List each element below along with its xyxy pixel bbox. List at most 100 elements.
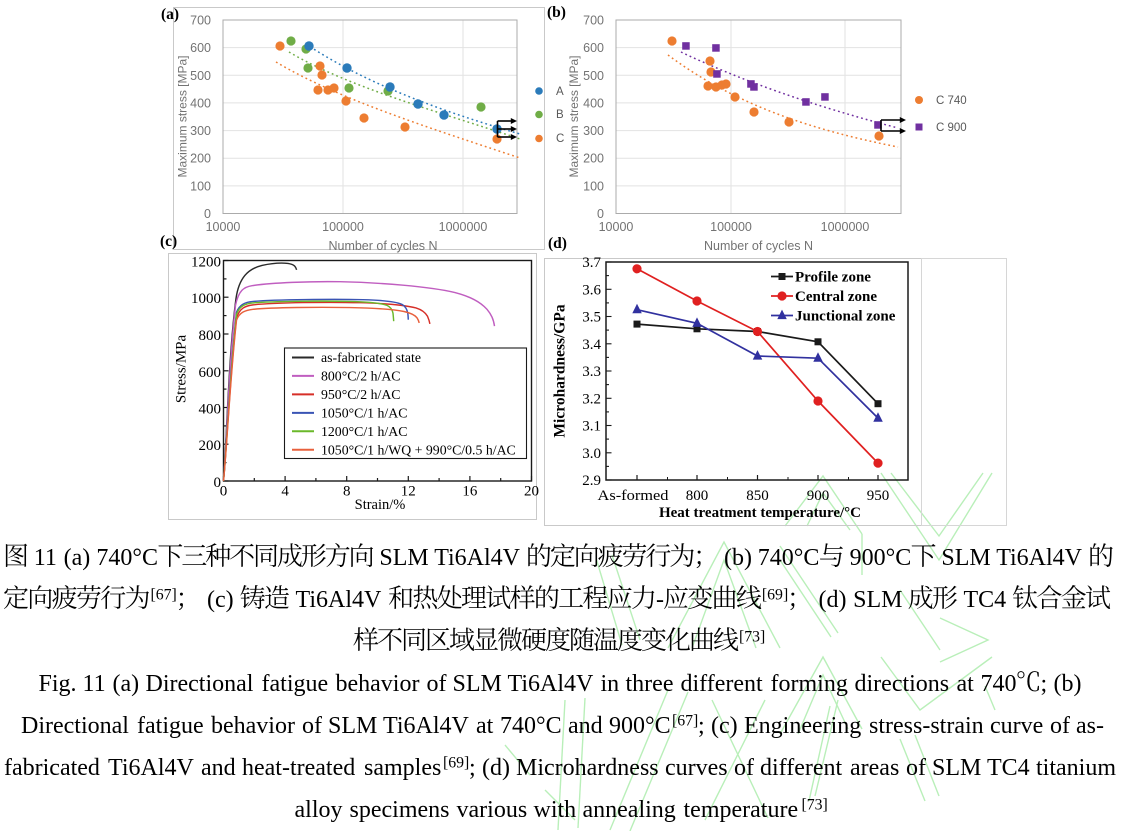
svg-text:950°C/2 h/AC: 950°C/2 h/AC bbox=[321, 387, 401, 402]
svg-text:600: 600 bbox=[190, 41, 211, 55]
svg-text:700: 700 bbox=[583, 14, 604, 28]
svg-text:Directional: Directional bbox=[21, 713, 129, 739]
svg-text:740: 740 bbox=[981, 671, 1017, 697]
svg-text:[67]: [67] bbox=[672, 713, 698, 730]
svg-text:900°C: 900°C bbox=[609, 713, 671, 739]
svg-text:12: 12 bbox=[401, 484, 416, 500]
svg-text:;: ; bbox=[469, 755, 476, 781]
svg-text:(b): (b) bbox=[724, 545, 752, 571]
svg-text:8: 8 bbox=[343, 484, 351, 500]
svg-text:300: 300 bbox=[190, 124, 211, 138]
svg-text:temperature: temperature bbox=[684, 797, 799, 823]
svg-text:samples: samples bbox=[364, 755, 441, 781]
svg-text:(c): (c) bbox=[711, 713, 738, 739]
svg-text:11: 11 bbox=[34, 545, 57, 571]
svg-text:1050°C/1 h/AC: 1050°C/1 h/AC bbox=[321, 406, 407, 421]
svg-text:300: 300 bbox=[583, 124, 604, 138]
svg-text:1200°C/1 h/AC: 1200°C/1 h/AC bbox=[321, 424, 407, 439]
svg-text:with: with bbox=[534, 797, 577, 823]
svg-text:Maximum stress [MPa]: Maximum stress [MPa] bbox=[567, 55, 581, 177]
svg-text:900: 900 bbox=[807, 488, 830, 504]
svg-text:Stress/MPa: Stress/MPa bbox=[174, 334, 190, 403]
svg-text:Strain/%: Strain/% bbox=[355, 497, 406, 513]
svg-text:SLM: SLM bbox=[941, 545, 990, 571]
svg-text:1050°C/1 h/WQ + 990°C/0.5 h/AC: 1050°C/1 h/WQ + 990°C/0.5 h/AC bbox=[321, 442, 516, 457]
svg-text:16: 16 bbox=[462, 484, 478, 500]
svg-text:3.2: 3.2 bbox=[582, 391, 601, 407]
svg-text:740°C: 740°C bbox=[96, 545, 158, 571]
svg-text:As-formed: As-formed bbox=[598, 488, 670, 504]
svg-text:directions: directions bbox=[855, 671, 950, 697]
svg-text:100000: 100000 bbox=[710, 220, 752, 234]
svg-text:11: 11 bbox=[83, 671, 106, 697]
svg-text:TC4: TC4 bbox=[987, 755, 1030, 781]
svg-text:-: - bbox=[656, 587, 664, 613]
svg-text:400: 400 bbox=[583, 96, 604, 110]
svg-text:behavior: behavior bbox=[336, 671, 420, 697]
svg-text:500: 500 bbox=[583, 69, 604, 83]
svg-text:of: of bbox=[734, 755, 754, 781]
svg-text:400: 400 bbox=[199, 402, 222, 418]
svg-text:0: 0 bbox=[597, 207, 604, 221]
svg-text:(b): (b) bbox=[1054, 671, 1082, 697]
svg-text:of: of bbox=[906, 755, 926, 781]
svg-text:Ti6Al4V: Ti6Al4V bbox=[996, 545, 1082, 571]
svg-text:Directional: Directional bbox=[146, 671, 254, 697]
svg-text:3.7: 3.7 bbox=[582, 255, 601, 271]
svg-text:800: 800 bbox=[199, 328, 222, 344]
svg-text:fatigue: fatigue bbox=[262, 671, 329, 697]
svg-text:stress-strain: stress-strain bbox=[869, 713, 984, 739]
svg-text:100: 100 bbox=[190, 179, 211, 193]
svg-text:3.5: 3.5 bbox=[582, 310, 601, 326]
svg-text:SLM: SLM bbox=[853, 587, 902, 613]
svg-text:0: 0 bbox=[214, 475, 222, 491]
svg-text:fatigue: fatigue bbox=[137, 713, 204, 739]
svg-text:3.6: 3.6 bbox=[582, 282, 601, 298]
svg-text:740°C: 740°C bbox=[758, 545, 820, 571]
svg-text:1200: 1200 bbox=[191, 255, 221, 271]
svg-text:10000: 10000 bbox=[206, 220, 241, 234]
svg-text:20: 20 bbox=[524, 484, 539, 500]
svg-text:SLM: SLM bbox=[328, 713, 377, 739]
svg-text:(d): (d) bbox=[819, 587, 847, 613]
svg-text:of: of bbox=[302, 713, 322, 739]
svg-text:1000000: 1000000 bbox=[439, 220, 488, 234]
svg-text:behavior: behavior bbox=[211, 713, 295, 739]
svg-text:(a): (a) bbox=[113, 671, 140, 697]
svg-text:2.9: 2.9 bbox=[582, 473, 601, 489]
svg-text:740°C: 740°C bbox=[500, 713, 562, 739]
svg-text:Profile zone: Profile zone bbox=[795, 270, 871, 286]
svg-text:Number of cycles N: Number of cycles N bbox=[328, 239, 437, 253]
svg-text:[69]: [69] bbox=[762, 587, 788, 604]
svg-text:various: various bbox=[457, 797, 528, 823]
svg-text:fabricated: fabricated bbox=[4, 755, 100, 781]
svg-text:0: 0 bbox=[220, 484, 228, 500]
svg-text:SLM: SLM bbox=[453, 671, 502, 697]
svg-text:SLM: SLM bbox=[932, 755, 981, 781]
svg-text:C 740: C 740 bbox=[936, 95, 967, 107]
svg-text:[69]: [69] bbox=[443, 755, 469, 772]
svg-text:Maximum stress [MPa]: Maximum stress [MPa] bbox=[176, 55, 190, 177]
svg-text:C: C bbox=[556, 133, 564, 145]
svg-text:curves: curves bbox=[665, 755, 728, 781]
svg-text:3.1: 3.1 bbox=[582, 419, 601, 435]
svg-text:different: different bbox=[760, 755, 843, 781]
svg-text:950: 950 bbox=[867, 488, 890, 504]
svg-text:forming: forming bbox=[771, 671, 848, 697]
svg-text:4: 4 bbox=[281, 484, 289, 500]
svg-text:titanium: titanium bbox=[1036, 755, 1116, 781]
svg-text:200: 200 bbox=[190, 152, 211, 166]
svg-text:1000: 1000 bbox=[191, 291, 221, 307]
svg-text:900°C: 900°C bbox=[850, 545, 912, 571]
svg-text:600: 600 bbox=[199, 365, 222, 381]
svg-text:Ti6Al4V: Ti6Al4V bbox=[296, 587, 382, 613]
svg-text:and: and bbox=[201, 755, 236, 781]
svg-text:0: 0 bbox=[204, 207, 211, 221]
svg-text:800°C/2 h/AC: 800°C/2 h/AC bbox=[321, 369, 401, 384]
svg-text:different: different bbox=[681, 671, 764, 697]
svg-text:Fig.: Fig. bbox=[39, 671, 77, 697]
svg-text:3.3: 3.3 bbox=[582, 364, 601, 380]
svg-text:(d): (d) bbox=[482, 755, 510, 781]
svg-text:Ti6Al4V: Ti6Al4V bbox=[108, 755, 194, 781]
svg-text:of: of bbox=[1050, 713, 1070, 739]
